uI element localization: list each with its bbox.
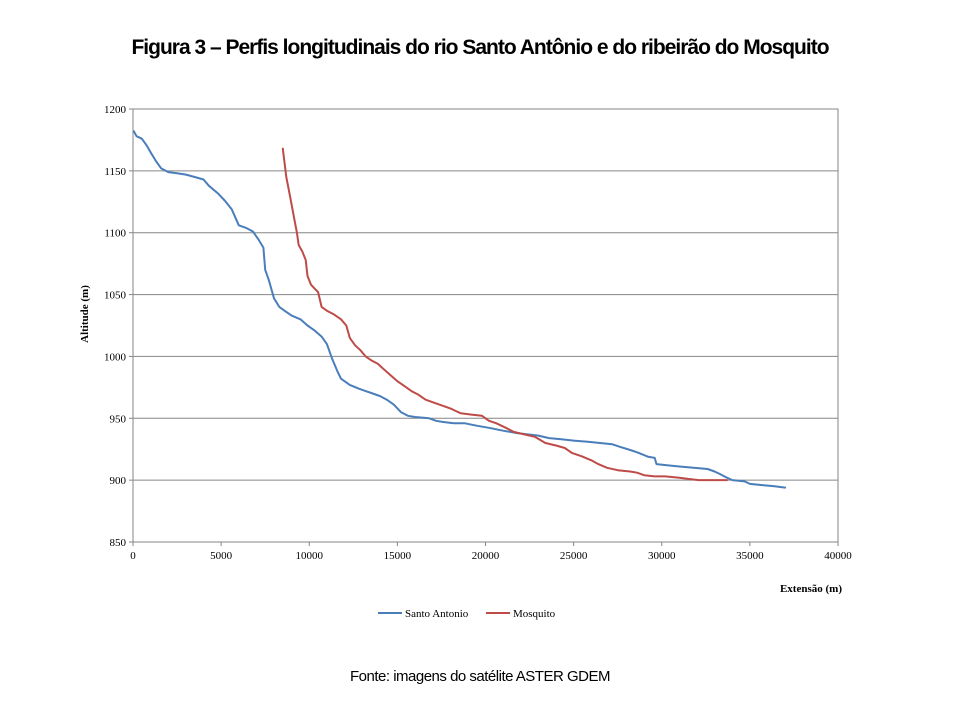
x-tick-label: 15000 (384, 550, 412, 562)
series-layer (132, 130, 787, 489)
x-tick-labels: 0 5000 10000 15000 20000 25000 30000 35000 40000 (130, 542, 852, 562)
y-tick-label: 900 (110, 475, 127, 487)
y-tick-label: 850 (110, 537, 127, 549)
y-tick-label: 1050 (104, 290, 127, 302)
figure-caption: Fonte: imagens do satélite ASTER GDEM (350, 668, 610, 685)
gridlines (133, 108, 838, 543)
x-axis-title: Extensão (m) (780, 583, 842, 595)
legend: Santo Antonio Mosquito (378, 608, 556, 620)
plot-area-border (132, 108, 839, 543)
x-tick-label: 5000 (210, 550, 233, 562)
y-tick-label: 950 (110, 413, 127, 425)
x-tick-label: 10000 (296, 550, 324, 562)
y-tick-label: 1150 (104, 166, 126, 178)
y-tick-label: 1100 (104, 228, 126, 240)
figure-title: Figura 3 – Perfis longitudinais do rio S… (131, 36, 829, 59)
legend-label: Santo Antonio (405, 608, 469, 620)
x-tick-label: 35000 (736, 550, 764, 562)
series-line-santo-antonio (132, 130, 787, 489)
x-tick-label: 20000 (472, 550, 500, 562)
y-tick-labels: 850 900 950 1000 1050 1100 1150 1200 (104, 104, 133, 549)
series-line-mosquito (281, 147, 728, 482)
y-tick-label: 1200 (104, 104, 127, 116)
y-axis-title: Altitude (m) (79, 285, 91, 343)
x-tick-label: 30000 (648, 550, 676, 562)
legend-label: Mosquito (513, 608, 556, 620)
y-tick-label: 1000 (104, 351, 127, 363)
x-tick-label: 0 (130, 550, 136, 562)
x-tick-label: 25000 (560, 550, 588, 562)
x-tick-label: 40000 (824, 550, 852, 562)
